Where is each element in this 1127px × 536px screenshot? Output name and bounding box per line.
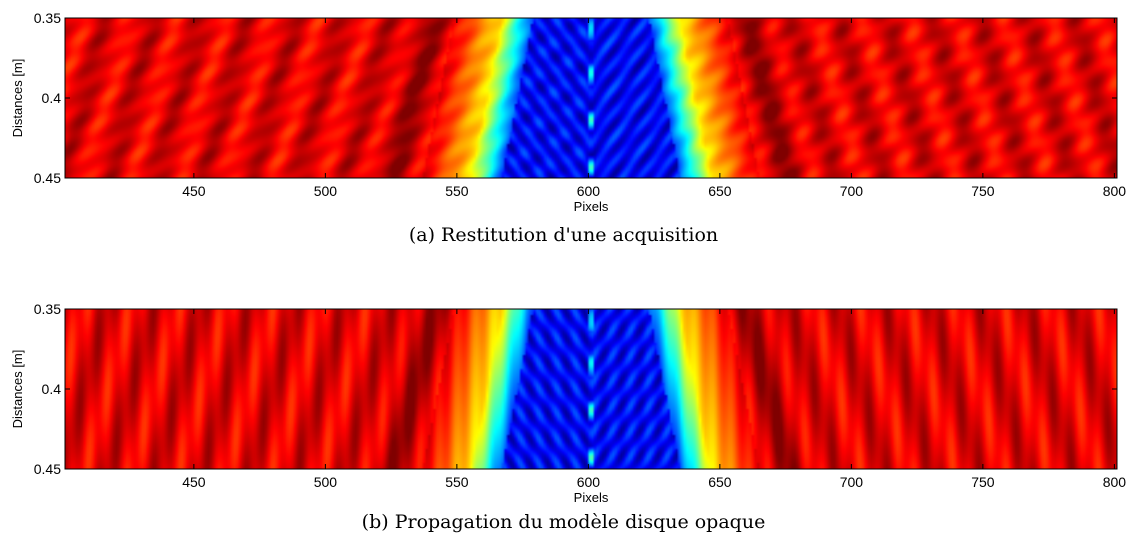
y-axis-label: Distances [m]	[10, 350, 25, 429]
heatmap-chart-a: 450 500 550 600 650 700 750 800 0.35 0.4 0.45 Pixel…	[10, 10, 1127, 214]
y-tick-label: 0.4	[42, 381, 62, 397]
x-tick-label: 800	[1103, 183, 1127, 199]
y-tick-label: 0.35	[34, 301, 61, 317]
caption-b: (b) Propagation du modèle disque opaque	[361, 511, 766, 533]
x-tick-label: 500	[314, 183, 338, 199]
heatmap-image	[65, 18, 1117, 178]
panel-a: 450 500 550 600 650 700 750 800 0.35 0.4 0.45 Pixel…	[0, 0, 1127, 220]
x-axis-label: Pixels	[574, 199, 609, 214]
x-tick-label: 550	[445, 474, 469, 490]
x-axis-label: Pixels	[574, 490, 609, 505]
x-tick-label: 600	[577, 474, 601, 490]
x-tick-label: 500	[314, 474, 338, 490]
x-tick-label: 750	[971, 183, 995, 199]
x-tick-label: 700	[840, 474, 864, 490]
panel-b: 450 500 550 600 650 700 750 800 0.35 0.4 0.45 Pixel…	[0, 291, 1127, 511]
y-tick-label: 0.45	[34, 170, 61, 186]
y-tick-label: 0.4	[42, 90, 62, 106]
y-axis-label: Distances [m]	[10, 59, 25, 138]
caption-a: (a) Restitution d'une acquisition	[408, 224, 719, 246]
x-tick-label: 650	[708, 474, 732, 490]
x-tick-label: 800	[1103, 474, 1127, 490]
x-tick-label: 750	[971, 474, 995, 490]
x-tick-label: 450	[182, 183, 206, 199]
y-tick-label: 0.45	[34, 461, 61, 477]
heatmap-chart-b: 450 500 550 600 650 700 750 800 0.35 0.4 0.45 Pixel…	[10, 301, 1127, 505]
x-tick-label: 450	[182, 474, 206, 490]
x-tick-label: 700	[840, 183, 864, 199]
x-tick-label: 650	[708, 183, 732, 199]
x-tick-label: 550	[445, 183, 469, 199]
y-tick-label: 0.35	[34, 10, 61, 26]
x-tick-label: 600	[577, 183, 601, 199]
heatmap-image	[65, 309, 1117, 469]
